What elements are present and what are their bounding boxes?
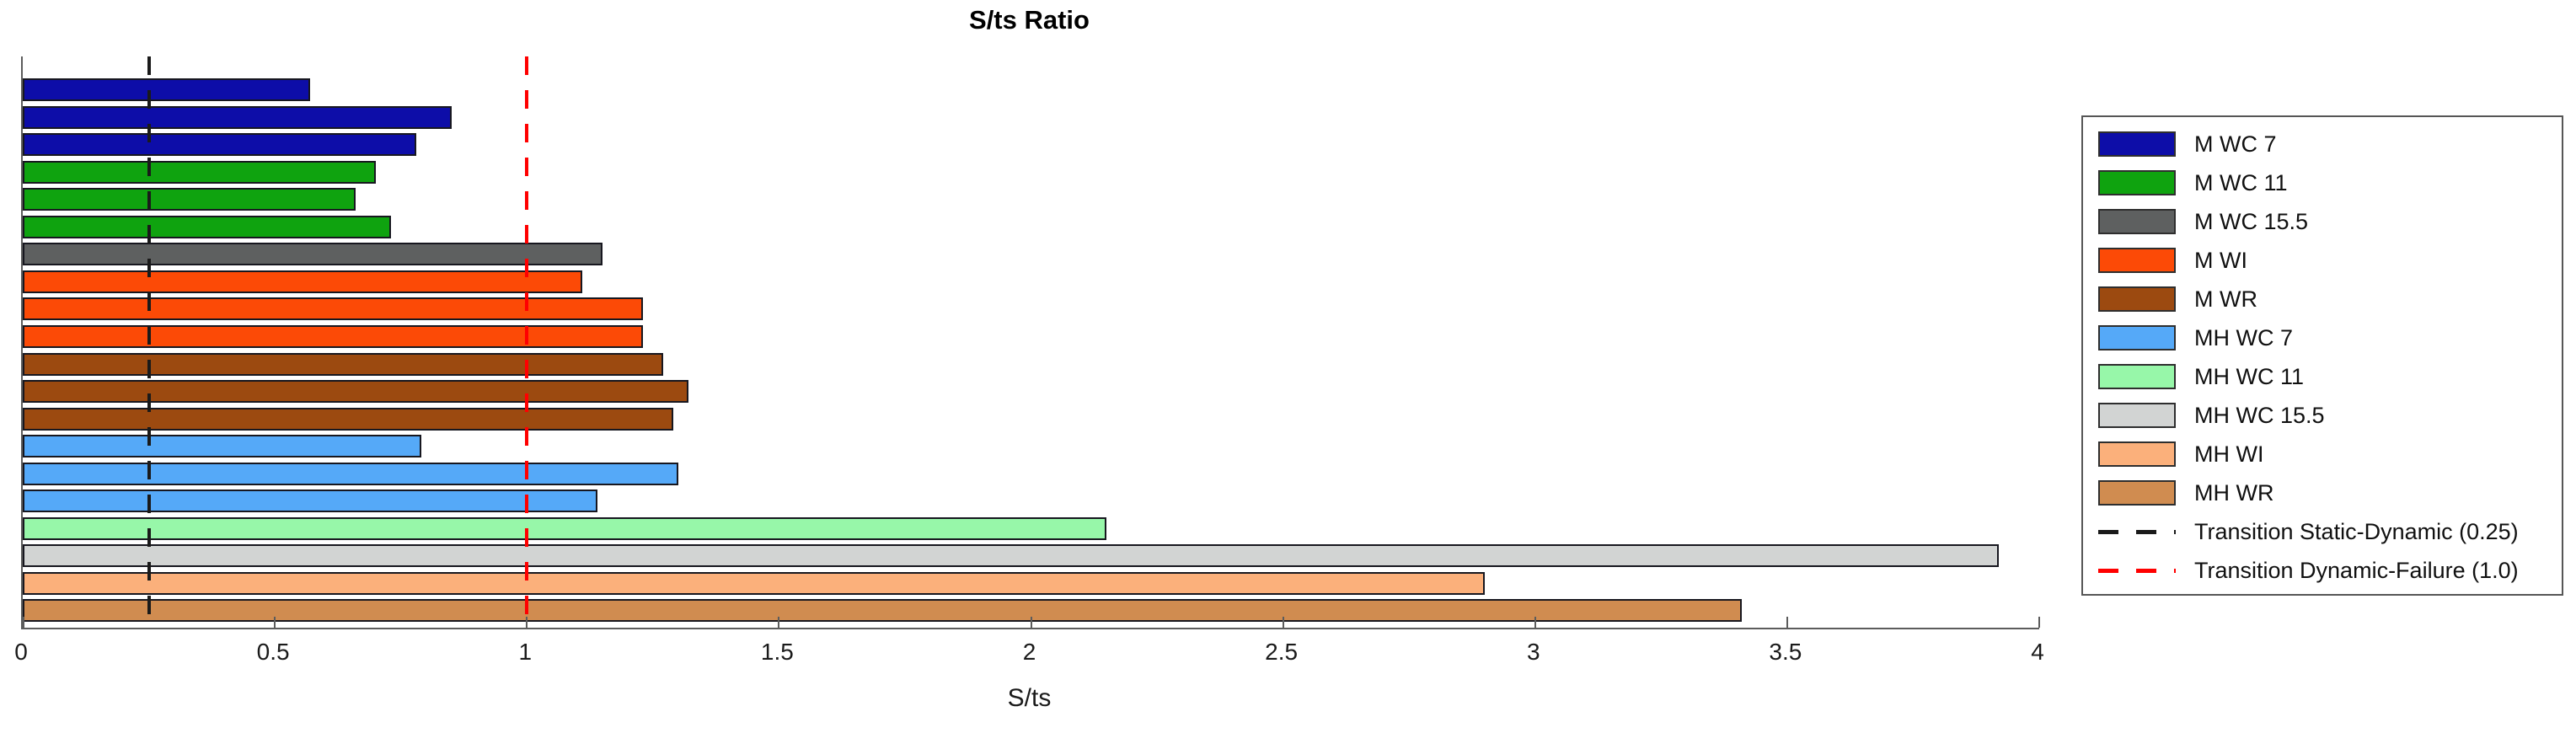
legend-dash-sample: [2098, 529, 2176, 534]
legend-item-label: MH WC 11: [2194, 363, 2305, 389]
legend-item-label: M WC 7: [2194, 131, 2277, 157]
x-tick-label: 0.5: [256, 639, 290, 665]
legend-item-label: MH WR: [2194, 479, 2274, 506]
bar: [23, 516, 1107, 540]
legend-item: M WI: [2098, 241, 2562, 280]
legend-swatch: [2098, 441, 2176, 467]
bar: [23, 133, 416, 157]
x-tick: [23, 617, 24, 628]
x-tick: [274, 617, 276, 628]
legend-swatch: [2098, 325, 2176, 350]
bar: [23, 215, 391, 238]
legend-swatch: [2098, 170, 2176, 195]
bar: [23, 544, 2000, 568]
bar: [23, 188, 356, 211]
legend-item: MH WC 7: [2098, 318, 2562, 357]
bar: [23, 490, 597, 513]
bar: [23, 352, 663, 376]
x-tick-label: 2: [1022, 639, 1036, 665]
legend-swatch: [2098, 480, 2176, 506]
x-tick: [778, 617, 780, 628]
x-tick-label: 1: [518, 639, 533, 665]
legend-item: MH WC 11: [2098, 357, 2562, 396]
x-tick: [1282, 617, 1284, 628]
bar: [23, 78, 310, 101]
bar: [23, 435, 421, 458]
x-tick: [2038, 617, 2040, 628]
x-axis-title: S/ts: [1007, 684, 1052, 712]
x-tick-label: 4: [2031, 639, 2044, 665]
legend-item: Transition Dynamic-Failure (1.0): [2098, 551, 2562, 590]
legend-item-label: MH WI: [2194, 441, 2264, 467]
x-tick: [1030, 617, 1032, 628]
x-tick-label: 1.5: [760, 639, 794, 665]
legend-item: M WC 7: [2098, 125, 2562, 163]
legend-swatch: [2098, 131, 2176, 157]
bar: [23, 462, 678, 485]
bar: [23, 324, 643, 348]
legend-swatch: [2098, 248, 2176, 273]
bar: [23, 243, 602, 266]
legend-item-label: Transition Static-Dynamic (0.25): [2194, 518, 2519, 544]
legend-item: MH WR: [2098, 474, 2562, 512]
bar: [23, 270, 583, 293]
legend-item-label: M WI: [2194, 247, 2247, 273]
x-tick: [526, 617, 528, 628]
plot-area: [21, 56, 2040, 629]
x-tick: [1786, 617, 1788, 628]
x-tick-label: 2.5: [1265, 639, 1299, 665]
bar: [23, 407, 673, 431]
legend-item-label: MH WC 7: [2194, 324, 2293, 350]
legend-item-label: M WC 11: [2194, 169, 2288, 195]
bar: [23, 380, 688, 404]
legend-item: Transition Static-Dynamic (0.25): [2098, 512, 2562, 551]
legend-item-label: M WR: [2194, 286, 2257, 312]
legend-swatch: [2098, 403, 2176, 428]
legend-item: M WC 11: [2098, 163, 2562, 202]
chart-title: S/ts Ratio: [969, 5, 1090, 35]
bar: [23, 297, 643, 321]
bar: [23, 571, 1485, 595]
legend-item-label: MH WC 15.5: [2194, 402, 2325, 428]
x-tick: [1534, 617, 1536, 628]
legend-dash-sample: [2098, 568, 2176, 573]
legend-item: M WC 15.5: [2098, 202, 2562, 241]
legend-swatch: [2098, 209, 2176, 234]
legend-item-label: Transition Dynamic-Failure (1.0): [2194, 557, 2519, 583]
reference-line: [147, 56, 151, 628]
x-tick-label: 3: [1526, 639, 1540, 665]
legend-swatch: [2098, 364, 2176, 389]
reference-line: [525, 56, 529, 628]
bar: [23, 599, 1743, 623]
legend-item: M WR: [2098, 280, 2562, 318]
x-tick-label: 3.5: [1769, 639, 1802, 665]
bar: [23, 160, 376, 184]
legend-item: MH WC 15.5: [2098, 396, 2562, 435]
legend-swatch: [2098, 286, 2176, 312]
legend-item: MH WI: [2098, 435, 2562, 474]
legend-item-label: M WC 15.5: [2194, 208, 2309, 234]
x-tick-label: 0: [14, 639, 28, 665]
bar: [23, 105, 452, 129]
x-axis-tick-labels: 0 0.5 1 1.5 2 2.5 3 3.5 4: [14, 639, 2044, 669]
legend: M WC 7 M WC 11 M WC 15.5 M WI M WR MH WC 7 MH …: [2081, 115, 2563, 596]
